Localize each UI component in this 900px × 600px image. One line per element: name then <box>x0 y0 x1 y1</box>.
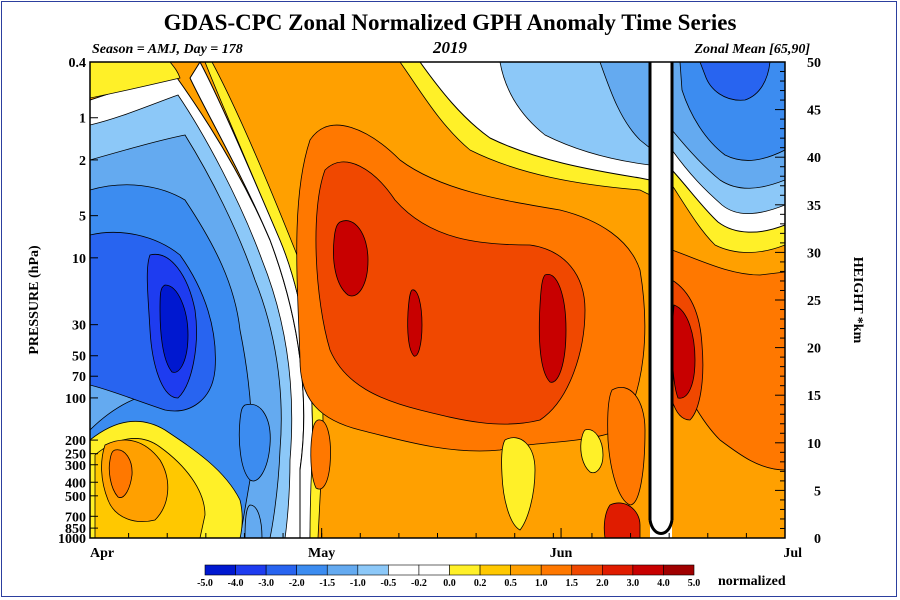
colorbar-swatch <box>204 564 236 576</box>
contour-pos-low-1.5 <box>108 449 133 498</box>
y-tick-label: 100 <box>65 392 86 407</box>
y2-tick-label: 15 <box>807 389 821 404</box>
x-tick-label: Jun <box>550 546 573 561</box>
colorbar-swatch <box>235 564 267 576</box>
colorbar-swatch <box>388 564 420 576</box>
contour-ur-0.5 <box>599 62 651 149</box>
contour-low-orange-patch-2 <box>310 419 331 490</box>
y-tick-label: 700 <box>65 510 86 525</box>
colorbar-level-label: 2.0 <box>596 578 609 589</box>
colorbar-swatch <box>357 564 389 576</box>
y-tick-label: 1000 <box>58 532 86 547</box>
chart-subtitle-left: Season = AMJ, Day = 178 <box>92 42 243 57</box>
y-tick-label: 0.4 <box>69 56 87 71</box>
chart-subtitle-center: 2019 <box>432 38 468 57</box>
contour-warm-3.0-a <box>333 220 369 297</box>
colorbar-swatch <box>602 564 634 576</box>
colorbar-swatch <box>632 564 664 576</box>
y-axis-label: PRESSURE (hPa) <box>27 245 42 355</box>
colorbar-level-label: -1.5 <box>319 578 335 589</box>
colorbar-swatch <box>479 564 511 576</box>
colorbar-level-label: -1.0 <box>350 578 366 589</box>
colorbar-swatch <box>540 564 573 576</box>
colorbar-swatch <box>418 564 450 576</box>
colorbar-level-label: -5.0 <box>197 578 213 589</box>
colorbar-level-label: -0.2 <box>411 578 427 589</box>
y-tick-label: 30 <box>72 319 86 334</box>
y2-tick-label: 30 <box>807 246 821 261</box>
y2-tick-label: 40 <box>807 151 821 166</box>
colorbar-swatch <box>449 564 481 576</box>
y-tick-label: 250 <box>65 448 86 463</box>
missing-data-gap-bottom <box>648 519 674 535</box>
y-tick-label: 2 <box>79 154 86 169</box>
y2-tick-label: 45 <box>807 104 821 119</box>
y-tick-label: 200 <box>65 434 86 449</box>
colorbar-level-label: 1.5 <box>566 578 579 589</box>
missing-data-gap <box>650 62 672 538</box>
contour-late-1.5 <box>699 62 771 101</box>
y2-tick-label: 25 <box>807 294 821 309</box>
colorbar-level-label: 1.0 <box>535 578 548 589</box>
y-tick-label: 300 <box>65 459 86 474</box>
colorbar-level-label: 0.5 <box>504 578 517 589</box>
contour-bottom-blue-sliver <box>244 504 263 538</box>
colorbar-level-label: 3.0 <box>627 578 640 589</box>
contour-low-yellow-patch <box>501 437 536 531</box>
colorbar-swatch <box>510 564 542 576</box>
colorbar-swatch <box>663 564 695 576</box>
contour-warm-2.0 <box>315 161 586 425</box>
x-tick-label: May <box>308 546 335 561</box>
colorbar-level-label: -2.0 <box>289 578 305 589</box>
colorbar-swatch <box>571 564 603 576</box>
colorbar-level-label: 0.2 <box>474 578 487 589</box>
y2-tick-label: 50 <box>807 56 821 71</box>
colorbar-level-label: 5.0 <box>688 578 701 589</box>
y2-tick-label: 5 <box>814 484 821 499</box>
contour-warm-3.0-b <box>538 274 567 383</box>
contour-neg-lower-blob <box>238 403 271 482</box>
x-tick-label: Apr <box>90 546 114 561</box>
x-axis: Apr May Jun Jul <box>89 528 802 561</box>
colorbar-level-label: 4.0 <box>657 578 670 589</box>
contour-low-red-patch <box>603 502 641 538</box>
contour-low-orange-patch <box>607 387 646 506</box>
chart-title: GDAS-CPC Zonal Normalized GPH Anomaly Ti… <box>164 10 737 35</box>
y-tick-label: 5 <box>79 210 86 225</box>
y2-tick-label: 35 <box>807 199 821 214</box>
colorbar-level-label: -4.0 <box>228 578 244 589</box>
y-tick-label: 850 <box>65 522 86 537</box>
contour-neg-3.0 <box>159 284 189 373</box>
colorbar-label: normalized <box>718 574 786 589</box>
y-tick-label: 1 <box>79 112 86 127</box>
colorbar-level-label: 0.0 <box>443 578 456 589</box>
colorbar-level-label: -3.0 <box>258 578 274 589</box>
colorbar-swatch <box>296 564 328 576</box>
y-tick-label: 500 <box>65 490 86 505</box>
y2-tick-label: 10 <box>807 437 821 452</box>
contour-warm-3.0-c <box>407 289 423 357</box>
y-tick-label: 70 <box>72 370 86 385</box>
contour-field <box>90 62 785 538</box>
x-tick-label: Jul <box>783 546 802 561</box>
y-tick-label: 50 <box>72 350 86 365</box>
chart-subtitle-right: Zonal Mean [65,90] <box>694 42 811 57</box>
contour-low-yellow-patch-2 <box>580 429 604 474</box>
y-axis-right: 0 5 10 15 20 25 30 35 40 45 50 <box>775 56 821 547</box>
colorbar: -5.0 -4.0 -3.0 -2.0 -1.5 -1.0 -0.5 -0.2 0.0 0.2 0.… <box>197 564 701 589</box>
colorbar-level-label: -0.5 <box>380 578 396 589</box>
y-tick-label: 400 <box>65 476 86 491</box>
y2-axis-label: HEIGHT *km <box>850 257 865 344</box>
colorbar-swatch <box>265 564 297 576</box>
y2-tick-label: 0 <box>814 532 821 547</box>
y-tick-label: 10 <box>72 252 86 267</box>
colorbar-swatch <box>326 564 359 576</box>
y2-tick-label: 20 <box>807 342 821 357</box>
contour-top-yellow <box>90 62 181 99</box>
